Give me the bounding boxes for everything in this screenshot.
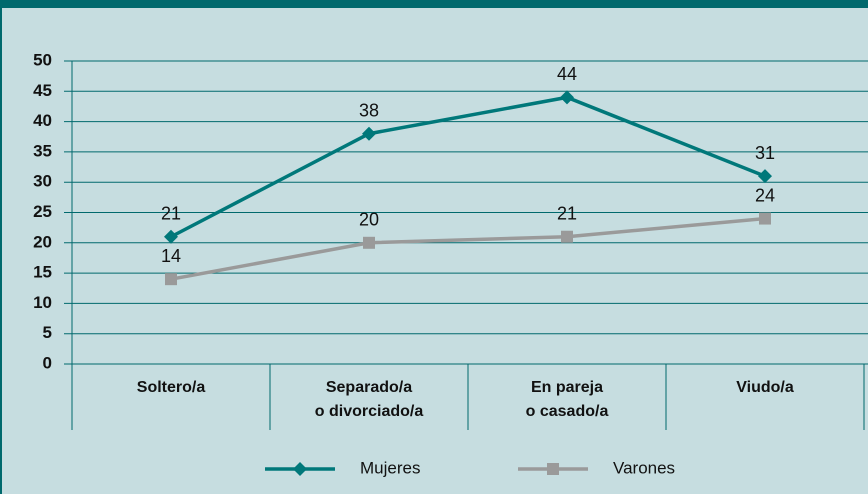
x-tick-line: o divorciado/a (315, 403, 424, 420)
legend-label: Mujeres (360, 458, 420, 477)
x-tick-line: Viudo/a (736, 379, 794, 396)
y-tick-label: 5 (43, 323, 52, 342)
y-tick-label: 0 (43, 353, 52, 372)
x-tick-label: En pareja o casado/a (526, 379, 609, 420)
y-tick-label: 45 (33, 81, 52, 100)
point-marker (165, 273, 177, 286)
data-label: 14 (161, 246, 181, 266)
y-tick-label: 20 (33, 232, 52, 251)
y-tick-label: 35 (33, 141, 52, 160)
point-marker (758, 169, 772, 184)
x-tick-label: Separado/a o divorciado/a (315, 379, 424, 420)
series-line (170, 216, 766, 281)
data-label: 20 (359, 210, 379, 230)
point-marker (362, 126, 376, 141)
top-band (0, 0, 868, 8)
data-label: 24 (755, 185, 775, 205)
x-tick-line: Separado/a (326, 379, 412, 396)
x-tick-line: o casado/a (526, 403, 609, 420)
data-label: 44 (557, 64, 577, 84)
point-marker (363, 236, 375, 249)
x-tick-line: En pareja (531, 379, 603, 396)
x-tick-line: Soltero/a (137, 379, 206, 396)
legend-marker (293, 462, 307, 476)
y-tick-label: 10 (33, 293, 52, 312)
point-marker (759, 212, 771, 225)
x-tick-label: Soltero/a (137, 379, 206, 396)
point-marker (164, 229, 178, 244)
point-marker (561, 230, 573, 243)
y-tick-label: 15 (33, 263, 52, 282)
legend-label: Varones (613, 458, 675, 477)
data-label: 31 (755, 143, 775, 163)
data-label: 38 (359, 100, 379, 120)
y-tick-label: 30 (33, 172, 52, 191)
data-label: 21 (161, 203, 181, 223)
x-tick-label: Viudo/a (736, 379, 794, 396)
y-tick-label: 40 (33, 111, 52, 130)
y-tick-label: 25 (33, 202, 52, 221)
left-border (0, 0, 2, 494)
legend-marker (547, 463, 559, 475)
series-line (170, 95, 766, 239)
point-marker (560, 90, 574, 105)
y-tick-label: 50 (33, 50, 52, 69)
data-label: 21 (557, 203, 577, 223)
